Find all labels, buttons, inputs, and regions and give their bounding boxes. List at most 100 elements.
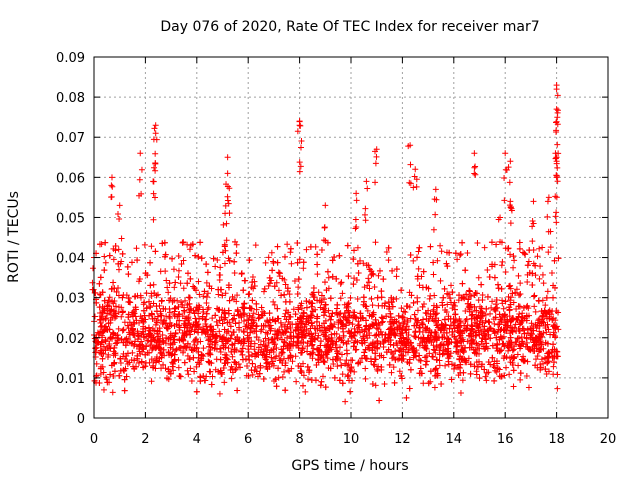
data-point — [315, 289, 322, 296]
data-point — [373, 366, 380, 373]
data-point — [553, 353, 560, 360]
data-point — [274, 243, 281, 250]
data-point — [402, 309, 409, 316]
data-point — [352, 346, 359, 353]
data-point — [532, 272, 539, 279]
data-point — [457, 369, 464, 376]
data-point — [333, 275, 340, 282]
data-point — [192, 321, 199, 328]
data-point — [397, 331, 404, 338]
data-point — [197, 378, 204, 385]
x-tick-label: 2 — [141, 432, 149, 447]
data-point — [314, 271, 321, 278]
data-point — [309, 307, 316, 314]
data-point — [502, 298, 509, 305]
data-point — [362, 365, 369, 372]
data-point — [350, 332, 357, 339]
data-point — [517, 376, 524, 383]
data-point — [300, 310, 307, 317]
data-point — [224, 319, 231, 326]
data-point — [430, 353, 437, 360]
data-point — [390, 320, 397, 327]
data-point — [266, 323, 273, 330]
data-point — [218, 370, 225, 377]
data-point — [495, 321, 502, 328]
data-point — [489, 298, 496, 305]
data-point — [425, 380, 432, 387]
data-point — [164, 284, 171, 291]
data-point — [101, 327, 108, 334]
data-point — [295, 362, 302, 369]
data-point — [507, 220, 514, 227]
data-point — [287, 353, 294, 360]
data-point — [547, 244, 554, 251]
data-point — [142, 270, 149, 277]
data-point — [362, 302, 369, 309]
data-point — [388, 369, 395, 376]
data-point — [380, 343, 387, 350]
data-point — [433, 343, 440, 350]
data-point — [363, 332, 370, 339]
data-point — [193, 336, 200, 343]
data-point — [124, 350, 131, 357]
data-point — [410, 299, 417, 306]
data-point — [270, 258, 277, 265]
data-point — [299, 344, 306, 351]
data-point — [118, 313, 125, 320]
data-point — [448, 282, 455, 289]
data-point — [506, 371, 513, 378]
data-point — [444, 351, 451, 358]
data-point — [195, 348, 202, 355]
data-point — [236, 337, 243, 344]
data-point — [186, 356, 193, 363]
data-point — [319, 324, 326, 331]
data-point — [339, 290, 346, 297]
data-point — [224, 154, 231, 161]
data-point — [438, 380, 445, 387]
data-point — [272, 376, 279, 383]
data-point — [510, 299, 517, 306]
data-point — [468, 344, 475, 351]
data-point — [206, 368, 213, 375]
data-point — [471, 303, 478, 310]
y-tick-label: 0.08 — [56, 91, 85, 106]
data-point — [417, 357, 424, 364]
data-point — [278, 349, 285, 356]
data-point — [221, 316, 228, 323]
data-point — [207, 347, 214, 354]
data-point — [323, 336, 330, 343]
data-point — [552, 213, 559, 220]
data-point — [547, 331, 554, 338]
data-point — [132, 304, 139, 311]
data-point — [488, 239, 495, 246]
data-point — [406, 304, 413, 311]
data-point — [165, 289, 172, 296]
data-point — [416, 324, 423, 331]
data-point — [110, 330, 117, 337]
data-point — [109, 298, 116, 305]
data-point — [468, 322, 475, 329]
data-point — [434, 372, 441, 379]
data-point — [539, 244, 546, 251]
data-point — [327, 365, 334, 372]
data-point — [552, 155, 559, 162]
data-point — [323, 287, 330, 294]
data-point — [101, 267, 108, 274]
data-point — [340, 339, 347, 346]
data-point — [412, 333, 419, 340]
data-point — [260, 376, 267, 383]
data-point — [252, 242, 259, 249]
data-point — [260, 322, 267, 329]
data-point — [163, 313, 170, 320]
data-point — [222, 202, 229, 209]
data-point — [115, 260, 122, 267]
data-point — [536, 322, 543, 329]
data-point — [175, 364, 182, 371]
data-point — [368, 295, 375, 302]
data-point — [376, 331, 383, 338]
data-point — [148, 356, 155, 363]
data-point — [181, 359, 188, 366]
data-point — [499, 313, 506, 320]
data-point — [306, 369, 313, 376]
data-point — [175, 303, 182, 310]
